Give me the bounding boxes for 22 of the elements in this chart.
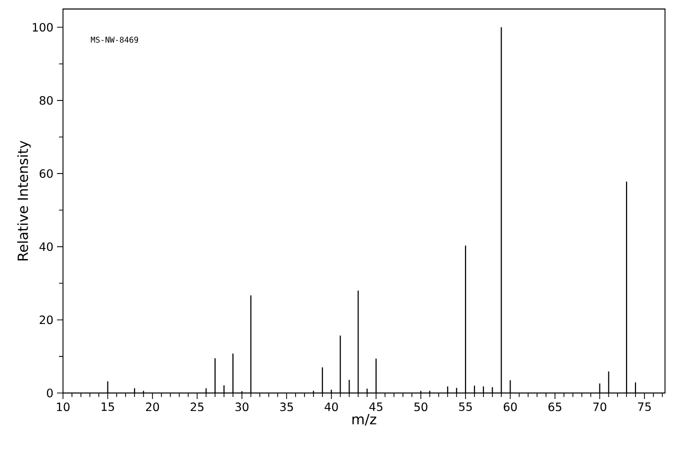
y-tick-label: 60 xyxy=(40,169,53,178)
x-tick-label: 10 xyxy=(56,402,70,412)
x-tick-label: 20 xyxy=(146,402,159,412)
y-tick-label: 0 xyxy=(46,388,53,398)
y-tick-label: 100 xyxy=(32,22,53,32)
y-tick-label: 20 xyxy=(40,316,53,324)
x-tick-label: 15 xyxy=(102,402,114,412)
y-tick-label: 80 xyxy=(40,96,53,105)
x-tick-label: 75 xyxy=(638,402,651,412)
x-tick-label: 30 xyxy=(235,402,248,412)
x-tick-label: 60 xyxy=(504,402,517,412)
x-tick-label: 65 xyxy=(548,402,562,412)
x-tick-label: 55 xyxy=(459,402,472,412)
x-tick-label: 45 xyxy=(369,402,382,412)
x-tick-label: 40 xyxy=(324,402,338,412)
x-tick-label: 35 xyxy=(280,402,293,412)
x-tick-label: 25 xyxy=(190,402,204,412)
x-tick-label: 70 xyxy=(593,402,606,412)
y-axis-title: Relative Intensity xyxy=(17,140,31,260)
y-tick-label: 40 xyxy=(39,242,53,252)
x-tick-label: 50 xyxy=(414,402,428,412)
x-axis-title: m/z xyxy=(352,414,376,426)
